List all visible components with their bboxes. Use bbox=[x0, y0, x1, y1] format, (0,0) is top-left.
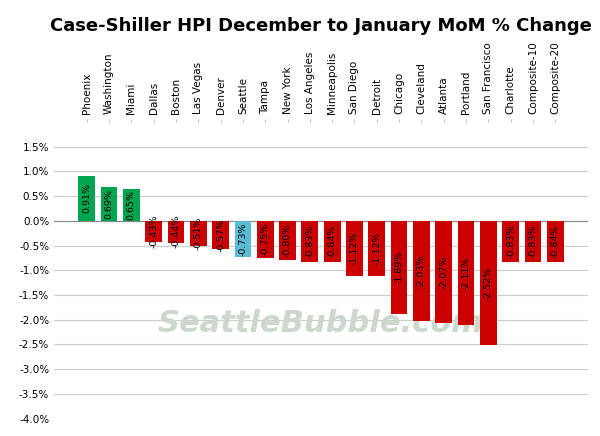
Text: -2.03%: -2.03% bbox=[417, 254, 426, 288]
Text: SeattleBubble.com: SeattleBubble.com bbox=[158, 309, 484, 338]
Bar bbox=[324, 221, 341, 262]
Bar bbox=[301, 221, 318, 262]
Bar bbox=[480, 221, 497, 345]
Text: -0.84%: -0.84% bbox=[551, 225, 560, 259]
Text: -0.83%: -0.83% bbox=[305, 225, 314, 258]
Text: -0.84%: -0.84% bbox=[328, 225, 337, 259]
Bar bbox=[458, 221, 475, 325]
Text: -2.52%: -2.52% bbox=[484, 266, 493, 300]
Text: 0.91%: 0.91% bbox=[82, 184, 91, 214]
Text: -0.75%: -0.75% bbox=[261, 223, 270, 256]
Text: 0.69%: 0.69% bbox=[104, 189, 113, 219]
Bar bbox=[368, 221, 385, 276]
Bar bbox=[524, 221, 541, 262]
Text: -2.11%: -2.11% bbox=[461, 256, 470, 290]
Text: -0.57%: -0.57% bbox=[216, 218, 225, 252]
Bar bbox=[391, 221, 407, 314]
Bar bbox=[212, 221, 229, 249]
Text: -0.83%: -0.83% bbox=[529, 225, 538, 258]
Text: -2.07%: -2.07% bbox=[439, 255, 448, 289]
Bar bbox=[257, 221, 274, 258]
Title: Case-Shiller HPI December to January MoM % Change: Case-Shiller HPI December to January MoM… bbox=[50, 17, 592, 34]
Bar bbox=[547, 221, 564, 262]
Text: -1.12%: -1.12% bbox=[372, 232, 381, 265]
Text: -0.80%: -0.80% bbox=[283, 224, 292, 257]
Bar bbox=[101, 187, 118, 221]
Text: -1.12%: -1.12% bbox=[350, 232, 359, 265]
Bar bbox=[123, 189, 140, 221]
Text: -0.73%: -0.73% bbox=[238, 222, 247, 255]
Text: 0.65%: 0.65% bbox=[127, 190, 136, 220]
Bar bbox=[78, 176, 95, 221]
Bar bbox=[413, 221, 430, 321]
Bar bbox=[190, 221, 206, 246]
Text: -0.83%: -0.83% bbox=[506, 225, 515, 258]
Bar bbox=[502, 221, 519, 262]
Text: -0.51%: -0.51% bbox=[194, 217, 203, 250]
Bar bbox=[279, 221, 296, 260]
Text: -0.43%: -0.43% bbox=[149, 215, 158, 248]
Bar bbox=[436, 221, 452, 323]
Text: -0.44%: -0.44% bbox=[172, 215, 181, 249]
Bar bbox=[167, 221, 184, 243]
Bar bbox=[346, 221, 363, 276]
Bar bbox=[145, 221, 162, 242]
Bar bbox=[235, 221, 251, 257]
Text: -1.89%: -1.89% bbox=[395, 251, 404, 284]
